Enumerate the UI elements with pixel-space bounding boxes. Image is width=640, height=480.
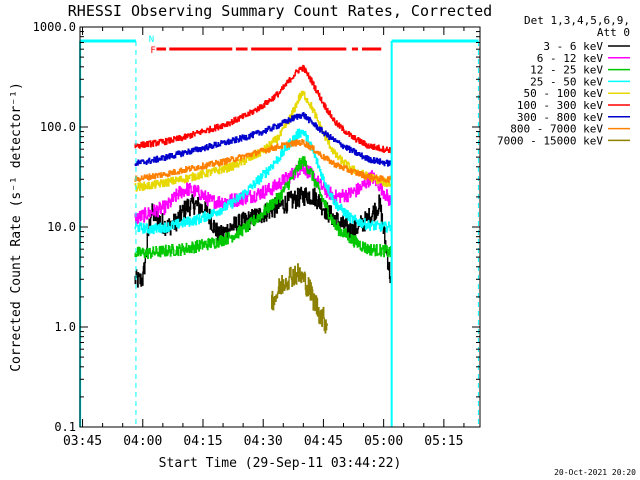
x-axis-label: Start Time (29-Sep-11 03:44:22) [159,456,402,471]
series-line-7 [134,139,393,183]
y-tick-label-3: 100.0 [40,120,76,134]
legend-header-detectors: Det 1,3,4,5,6,9, [524,14,630,27]
series-line-5 [134,64,393,154]
y-tick-label-1: 1.0 [54,320,76,334]
x-tick-label-2: 04:15 [183,434,222,449]
series-line-1 [134,163,393,225]
legend-label-7: 800 - 7000 keV [510,123,603,136]
legend-label-1: 6 - 12 keV [537,52,604,65]
legend-label-5: 100 - 300 keV [517,99,603,112]
legend-label-0: 3 - 6 keV [543,40,603,53]
series-line-2 [134,156,393,260]
series-line-3 [134,128,393,235]
footer-timestamp: 20-Oct-2021 20:20 [554,468,636,477]
y-axis-label: Corrected Count Rate (s⁻¹ detector⁻¹) [9,82,24,372]
legend-label-3: 25 - 50 keV [530,75,603,88]
x-tick-label-5: 05:00 [364,434,403,449]
legend-label-4: 50 - 100 keV [524,87,604,100]
x-tick-label-1: 04:00 [123,434,162,449]
y-tick-label-2: 10.0 [47,220,76,234]
x-tick-label-0: 03:45 [63,434,102,449]
y-tick-label-0: 0.1 [54,420,76,434]
chart-title: RHESSI Observing Summary Count Rates, Co… [68,2,492,20]
legend-header-attenuator: Att 0 [597,26,630,39]
legend-label-6: 300 - 800 keV [517,111,603,124]
legend-label-2: 12 - 25 keV [530,64,603,77]
x-tick-label-3: 04:30 [244,434,283,449]
night-flag-label: N [149,35,154,45]
x-tick-label-6: 05:15 [424,434,463,449]
plot-area: NF [79,35,479,427]
series-layer [134,64,393,334]
legend-label-8: 7000 - 15000 keV [497,134,603,147]
axis-ticks: 0.1 1.0 10.0 100.0 1000.0 03:45 04:00 04:15 04:3… [33,20,480,449]
flare-flag-label: F [150,46,155,56]
y-tick-label-4: 1000.0 [33,20,76,34]
series-line-8 [271,263,328,334]
series-line-6 [134,112,393,167]
x-tick-label-4: 04:45 [304,434,343,449]
